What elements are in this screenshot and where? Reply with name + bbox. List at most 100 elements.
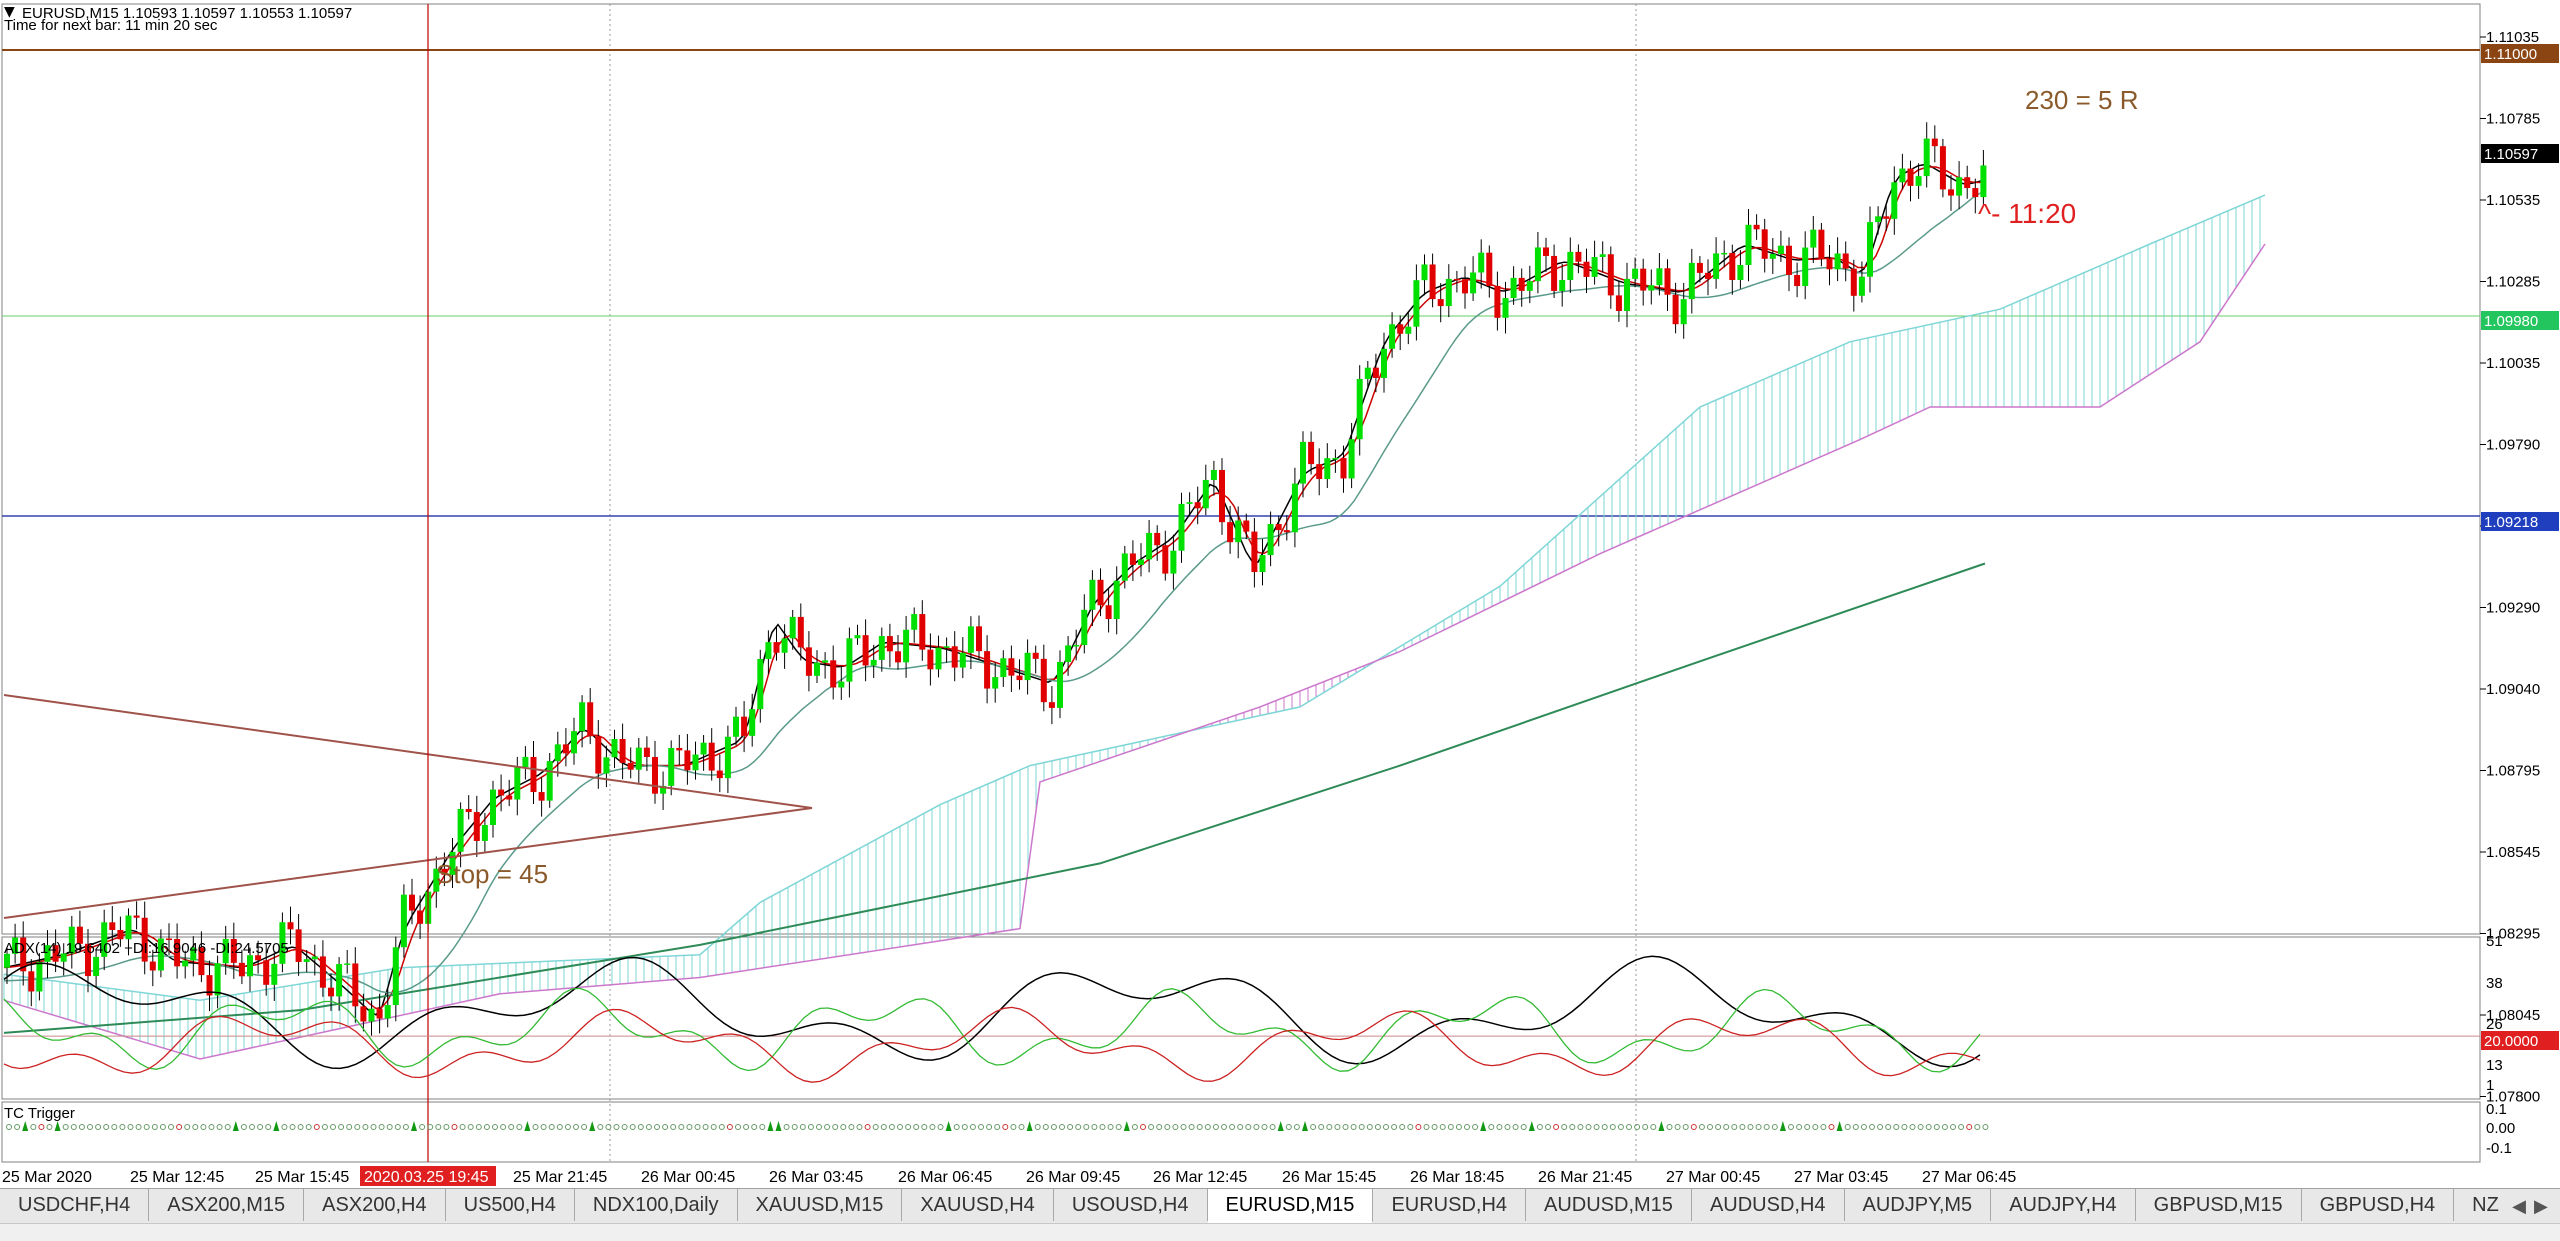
tc-trigger-dot <box>994 1124 1001 1130</box>
candle-body <box>627 762 634 770</box>
candle-body <box>1729 252 1736 281</box>
tc-trigger-dot <box>1553 1124 1560 1130</box>
tc-trigger-dot <box>751 1124 758 1130</box>
tc-trigger-dot <box>1034 1124 1041 1130</box>
chart-tab[interactable]: AUDJPY,H4 <box>1991 1189 2136 1221</box>
tc-trigger-dot <box>1350 1124 1357 1130</box>
tc-trigger-dot <box>1504 1124 1511 1130</box>
time-axis-label: 27 Mar 03:45 <box>1794 1169 1888 1186</box>
candle-body <box>457 808 464 852</box>
price-tag-label: 1.11000 <box>2484 46 2537 63</box>
time-axis-label: 27 Mar 00:45 <box>1666 1169 1760 1186</box>
candle-body <box>854 635 861 639</box>
candle-body <box>376 1008 383 1019</box>
tc-trigger-dot <box>718 1124 725 1130</box>
candle-body <box>1170 550 1177 574</box>
stop-annotation: Stop = 45 <box>436 859 548 889</box>
tc-trigger-dot <box>78 1124 85 1130</box>
chart-tab[interactable]: AUDJPY,M5 <box>1845 1189 1992 1221</box>
chart-tab[interactable]: AUDUSD,H4 <box>1692 1189 1845 1221</box>
tc-trigger-dot <box>354 1124 361 1130</box>
chart-tab[interactable]: ASX200,M15 <box>149 1189 305 1221</box>
scroll-right-icon[interactable]: ▶ <box>2534 1195 2548 1216</box>
chart-tab[interactable]: XAUUSD,H4 <box>902 1189 1054 1221</box>
candle-body <box>1794 274 1801 287</box>
tc-trigger-dot <box>1156 1124 1163 1130</box>
candle-body <box>133 915 140 918</box>
tc-trigger-dot <box>969 1124 976 1130</box>
tc-trigger-dot <box>1966 1124 1973 1130</box>
candle-body <box>1024 652 1031 681</box>
chart-tab[interactable]: XAUUSD,M15 <box>738 1189 903 1221</box>
candle-body <box>1875 216 1882 223</box>
candle-body <box>1948 189 1954 196</box>
chart-tab[interactable]: EURUSD,H4 <box>1373 1189 1527 1221</box>
candle-body <box>1769 253 1776 259</box>
candle-body <box>1867 222 1873 277</box>
tc-trigger-dot <box>1148 1124 1155 1130</box>
chart-tab[interactable]: ASX200,H4 <box>304 1189 446 1221</box>
candle-body <box>1745 224 1752 266</box>
chart-tab[interactable]: EURUSD,M15 <box>1207 1189 1374 1223</box>
tc-trigger-dot <box>1844 1124 1851 1130</box>
time-axis-label: 26 Mar 15:45 <box>1282 1169 1376 1186</box>
price-tag <box>2481 512 2559 531</box>
tc-trigger-dot <box>840 1124 847 1130</box>
tc-trigger-arrow <box>232 1121 239 1131</box>
candle-body <box>1308 441 1315 465</box>
tc-trigger-dot <box>897 1124 903 1130</box>
triangle-upper-line[interactable] <box>3 694 813 809</box>
candle-body <box>895 651 901 663</box>
tc-trigger-dot <box>1496 1124 1503 1130</box>
candle-body <box>1956 177 1963 196</box>
tc-trigger-dot <box>1391 1124 1398 1130</box>
chart-tab[interactable]: NDX100,Daily <box>575 1189 738 1221</box>
tc-scale-label: -0.1 <box>2486 1140 2512 1157</box>
tc-trigger-dot <box>240 1124 247 1130</box>
tc-trigger-dot <box>1464 1124 1470 1130</box>
tc-trigger-dot <box>1812 1124 1819 1130</box>
tc-trigger-arrow <box>1277 1121 1284 1131</box>
chart-tab[interactable]: GBPUSD,H4 <box>2302 1189 2455 1221</box>
candle-body <box>271 963 278 985</box>
tc-trigger-dot <box>135 1124 142 1130</box>
chart-tab[interactable]: US500,H4 <box>446 1189 575 1221</box>
tc-trigger-dot <box>1917 1124 1924 1130</box>
chart-tab[interactable]: USDCHF,H4 <box>0 1189 150 1221</box>
tc-trigger-dot <box>791 1124 798 1130</box>
tc-trigger-arrow <box>54 1121 61 1131</box>
tc-trigger-dot <box>1634 1124 1641 1130</box>
chart-tab[interactable]: USOUSD,H4 <box>1054 1189 1208 1221</box>
tc-trigger-dot <box>483 1124 490 1130</box>
candle-body <box>328 987 334 997</box>
candle-body <box>984 651 991 689</box>
chart-tab[interactable]: AUDUSD,M15 <box>1526 1189 1692 1221</box>
candle-body <box>141 917 148 962</box>
candle-body <box>1251 531 1258 573</box>
tc-trigger-dot <box>346 1124 353 1130</box>
tc-trigger-dot <box>1707 1124 1713 1130</box>
symbol-dropdown-icon[interactable]: ▼ <box>4 4 15 20</box>
tc-trigger-arrow <box>524 1121 531 1131</box>
tc-trigger-dot <box>1318 1124 1325 1130</box>
tc-trigger-dot <box>532 1124 539 1130</box>
senkou-span-a <box>3 194 2266 1002</box>
scroll-left-icon[interactable]: ◀ <box>2512 1195 2526 1216</box>
candle-body <box>1259 555 1266 573</box>
chart-tab[interactable]: GBPUSD,M15 <box>2136 1189 2302 1221</box>
candle-body <box>36 961 43 992</box>
candle-body <box>959 652 966 668</box>
triangle-lower-line[interactable] <box>3 807 813 919</box>
candle-body <box>1316 464 1323 480</box>
tc-trigger-dot <box>1577 1124 1584 1130</box>
candle-body <box>1494 285 1501 318</box>
price-tag-label: 1.09218 <box>2484 514 2538 531</box>
candle-body <box>587 702 594 737</box>
tc-trigger-dot <box>1002 1124 1009 1130</box>
tc-trigger-dot <box>605 1124 612 1130</box>
tc-trigger-dot <box>200 1124 207 1130</box>
candle-body <box>1624 278 1630 311</box>
candle-body <box>1186 502 1193 504</box>
tc-trigger-dot <box>1188 1124 1195 1130</box>
